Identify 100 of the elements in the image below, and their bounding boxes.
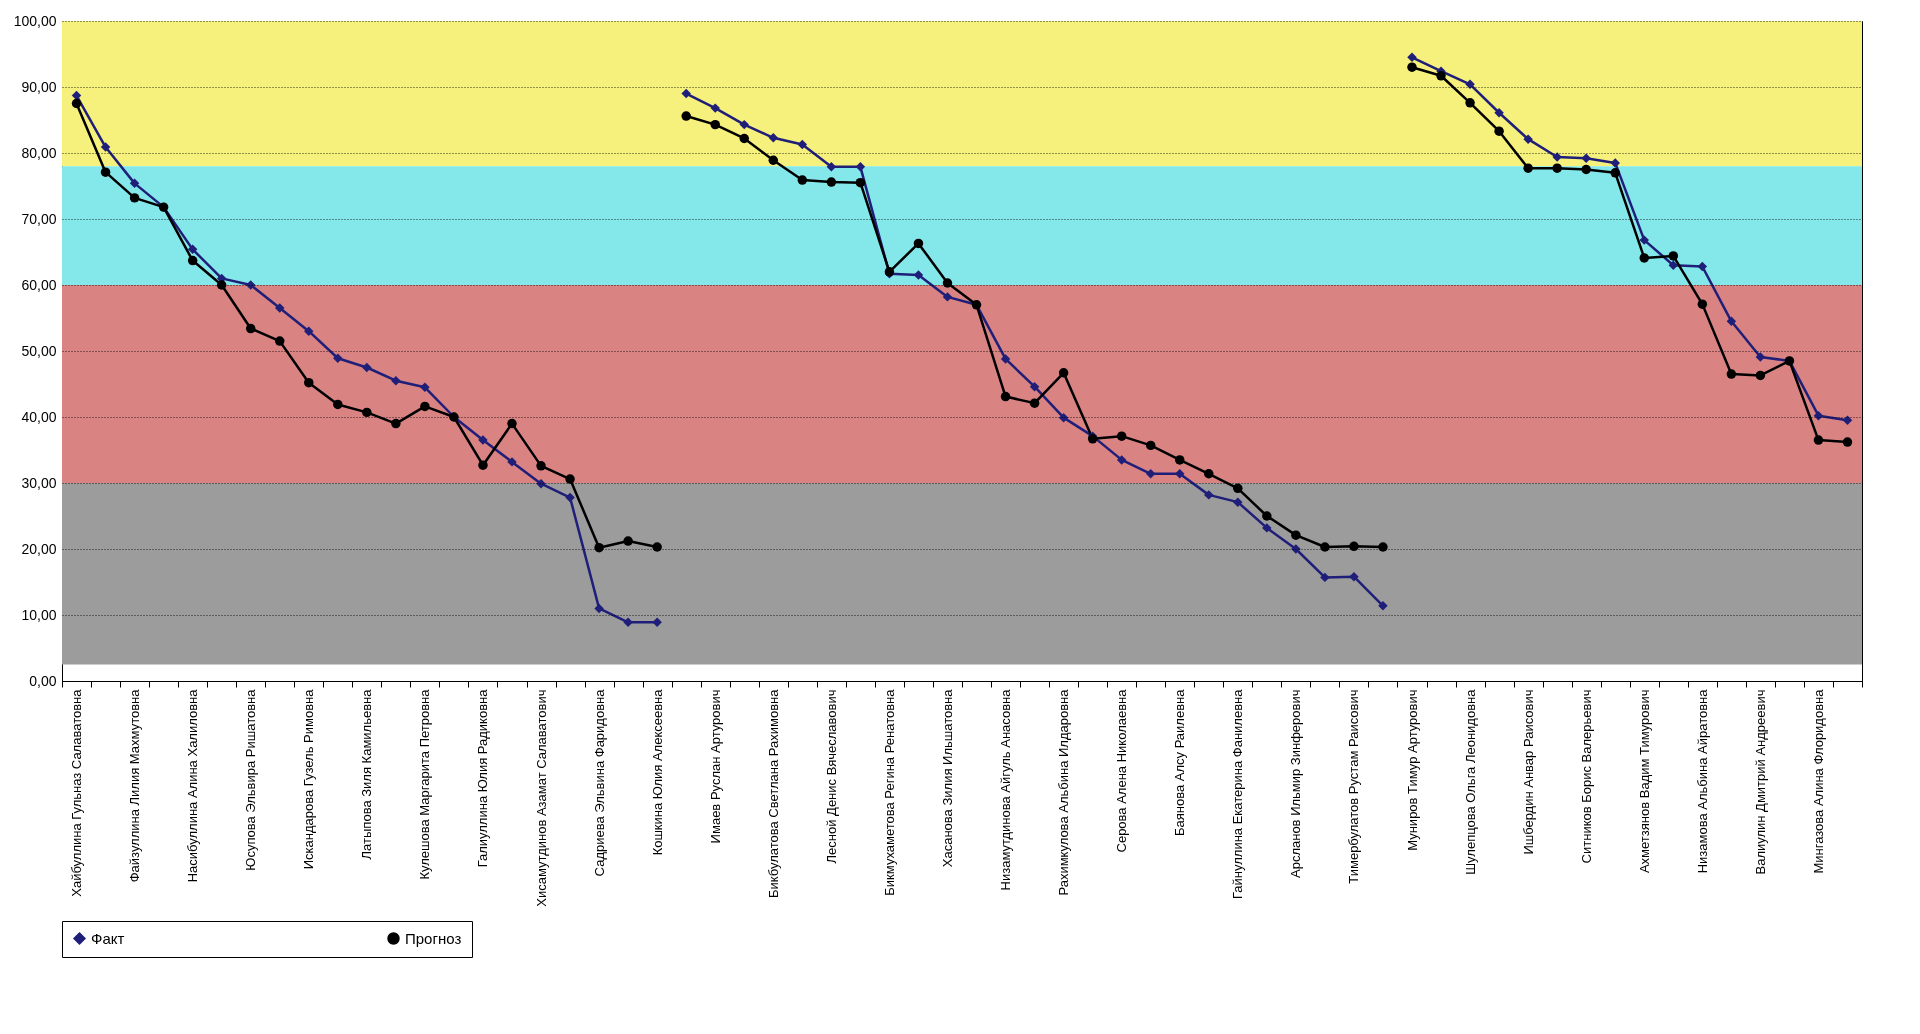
y-tick-label: 40,00 bbox=[21, 408, 57, 425]
point bbox=[913, 270, 924, 280]
x-tick-label: Гайнуллина Екатерина Фанилевна bbox=[1230, 688, 1246, 899]
point bbox=[420, 382, 430, 393]
point bbox=[1262, 511, 1272, 521]
point bbox=[1407, 52, 1417, 63]
point bbox=[855, 177, 866, 188]
point bbox=[1639, 235, 1649, 245]
point bbox=[1842, 437, 1853, 447]
point bbox=[129, 193, 140, 203]
point bbox=[1058, 412, 1069, 423]
point bbox=[1000, 391, 1011, 402]
point bbox=[1204, 490, 1214, 500]
x-tick-label: Кулешова Маргарита Петровна bbox=[417, 688, 433, 880]
point bbox=[1581, 153, 1591, 164]
point bbox=[1000, 354, 1011, 364]
point bbox=[1233, 497, 1243, 507]
point bbox=[1697, 299, 1708, 309]
x-tick-label: Хисамутдинов Азамат Салаватович bbox=[533, 689, 549, 907]
y-tick-label: 30,00 bbox=[21, 474, 57, 491]
point bbox=[420, 401, 430, 412]
point bbox=[391, 418, 401, 429]
point bbox=[391, 375, 401, 386]
point bbox=[826, 162, 837, 172]
point bbox=[681, 88, 691, 99]
x-tick-label: Бикмухаметова Регина Ренатовна bbox=[881, 688, 897, 896]
x-tick-label: Насибуллина Алина Халиловна bbox=[185, 688, 201, 883]
point bbox=[1581, 164, 1591, 175]
point bbox=[333, 353, 343, 363]
point bbox=[942, 278, 953, 288]
point bbox=[1552, 163, 1562, 173]
point bbox=[304, 326, 314, 336]
point bbox=[942, 292, 953, 302]
point bbox=[1378, 601, 1388, 611]
point bbox=[739, 119, 749, 130]
point bbox=[1407, 62, 1417, 72]
point bbox=[187, 255, 198, 266]
x-tick-label: Валиулин Дмитрий Андреевич bbox=[1752, 689, 1768, 875]
point bbox=[536, 478, 546, 489]
x-tick-label: Ахметзянов Вадим Тимурович bbox=[1636, 689, 1652, 874]
y-tick-label: 100,00 bbox=[13, 12, 57, 29]
point bbox=[1668, 260, 1679, 270]
point bbox=[478, 460, 488, 470]
x-tick-label: Имаев Руслан Артурович bbox=[707, 689, 723, 844]
point bbox=[1233, 483, 1243, 494]
y-tick-label: 60,00 bbox=[21, 276, 57, 293]
x-tick-label: Хасанова Зилия Ильшатовна bbox=[939, 688, 955, 868]
point bbox=[565, 492, 575, 503]
point bbox=[1523, 163, 1533, 173]
point bbox=[797, 175, 808, 185]
x-tick-label: Лесной Денис Вячеславович bbox=[823, 689, 839, 864]
point bbox=[1494, 126, 1504, 136]
point bbox=[1610, 158, 1620, 168]
x-tick-label: Ишбердин Анвар Раисович bbox=[1520, 689, 1536, 855]
point bbox=[594, 603, 604, 614]
point bbox=[275, 303, 285, 313]
point bbox=[1058, 368, 1069, 378]
x-tick-label: Муниров Тимур Артурович bbox=[1404, 689, 1420, 851]
x-tick-label: Садриева Эльвина Фаридовна bbox=[591, 688, 607, 877]
point bbox=[362, 362, 372, 373]
point bbox=[333, 399, 343, 410]
x-tick-label: Бикбулатова Светлана Рахимовна bbox=[765, 688, 781, 898]
x-tick-label: Файзуллина Лилия Махмутовна bbox=[127, 688, 143, 883]
x-tick-label: Мингазова Алина Флоридовна bbox=[1810, 688, 1826, 874]
point bbox=[536, 461, 546, 471]
legend-label: Прогноз bbox=[405, 929, 462, 947]
x-tick-label: Галиуллина Юлия Радиковна bbox=[475, 688, 491, 868]
point bbox=[855, 162, 866, 172]
point bbox=[1494, 108, 1504, 118]
point bbox=[1465, 98, 1475, 108]
point bbox=[1639, 253, 1649, 263]
point bbox=[1029, 381, 1040, 392]
point bbox=[1175, 455, 1185, 465]
point bbox=[1726, 316, 1737, 327]
x-tick-label: Хайбуллина Гульназ Салаватовна bbox=[69, 688, 85, 897]
point bbox=[710, 119, 720, 130]
point bbox=[1349, 541, 1359, 552]
point bbox=[1204, 469, 1214, 479]
x-tick-label: Кошкина Юлия Алексеевна bbox=[649, 688, 665, 856]
legend-label: Факт bbox=[91, 929, 125, 947]
point bbox=[768, 133, 779, 143]
point bbox=[1262, 523, 1272, 533]
point bbox=[1378, 542, 1388, 552]
point bbox=[1320, 542, 1330, 552]
point bbox=[623, 617, 633, 627]
point bbox=[826, 177, 837, 187]
point bbox=[565, 474, 575, 484]
point bbox=[739, 133, 749, 144]
point bbox=[1436, 71, 1446, 81]
point bbox=[216, 280, 227, 290]
point bbox=[1726, 369, 1737, 379]
point bbox=[594, 542, 604, 553]
point bbox=[1029, 398, 1040, 408]
y-tick-label: 20,00 bbox=[21, 540, 57, 557]
point bbox=[710, 103, 720, 113]
point bbox=[1813, 435, 1824, 445]
x-tick-label: Ситников Борис Валерьевич bbox=[1578, 689, 1594, 864]
y-tick-label: 0,00 bbox=[29, 672, 57, 689]
y-tick-label: 70,00 bbox=[21, 210, 57, 227]
point bbox=[275, 336, 285, 346]
